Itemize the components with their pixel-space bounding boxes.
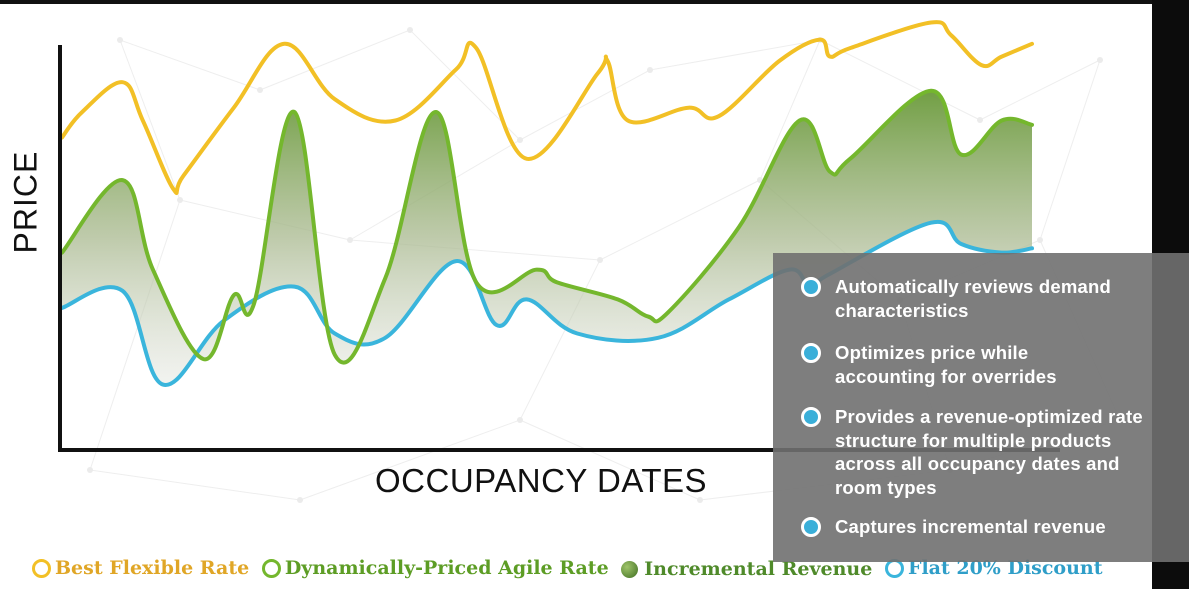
network-node bbox=[257, 87, 263, 93]
feature-bullet: Optimizes price while accounting for ove… bbox=[801, 341, 1057, 388]
network-node bbox=[517, 417, 523, 423]
network-link bbox=[819, 39, 981, 121]
series-line-best-flexible-rate bbox=[60, 20, 1034, 195]
legend-label: Best Flexible Rate bbox=[55, 557, 250, 579]
network-link bbox=[299, 419, 521, 501]
feature-bullet: Provides a revenue-optimized rate struct… bbox=[801, 405, 1143, 499]
network-node bbox=[1037, 237, 1043, 243]
series-line-agile-rate bbox=[60, 88, 1034, 365]
legend-label: Incremental Revenue bbox=[644, 558, 873, 580]
network-node bbox=[1097, 57, 1103, 63]
network-link bbox=[519, 259, 601, 421]
y-axis-label: PRICE bbox=[7, 150, 44, 254]
top-border bbox=[0, 0, 1189, 4]
green-ring-icon bbox=[261, 558, 281, 578]
network-node bbox=[647, 67, 653, 73]
legend-label: Dynamically-Priced Agile Rate bbox=[284, 557, 609, 579]
network-link bbox=[519, 69, 651, 141]
bullet-dot-icon bbox=[801, 343, 821, 363]
network-node bbox=[177, 197, 183, 203]
network-node bbox=[407, 27, 413, 33]
bullet-text: Automatically reviews demand characteris… bbox=[835, 276, 1111, 321]
feature-bullet: Automatically reviews demand characteris… bbox=[801, 275, 1111, 322]
network-link bbox=[759, 39, 821, 181]
bullet-text: Optimizes price while accounting for ove… bbox=[835, 342, 1057, 387]
network-node bbox=[117, 37, 123, 43]
network-link bbox=[119, 39, 261, 91]
network-node bbox=[87, 467, 93, 473]
network-node bbox=[977, 117, 983, 123]
legend-item-agile-rate: Dynamically-Priced Agile Rate bbox=[261, 557, 609, 579]
legend-item-incremental-revenue: Incremental Revenue bbox=[621, 558, 872, 580]
legend-item-best-flexible-rate: Best Flexible Rate bbox=[32, 557, 249, 579]
network-node bbox=[757, 177, 763, 183]
series-lines bbox=[60, 20, 1034, 387]
network-link bbox=[1039, 59, 1101, 241]
network-link bbox=[519, 419, 701, 501]
network-link bbox=[119, 39, 181, 201]
network-node bbox=[697, 497, 703, 503]
bullet-text: Provides a revenue-optimized rate struct… bbox=[835, 406, 1143, 498]
network-node bbox=[517, 137, 523, 143]
price-chart bbox=[58, 20, 1123, 503]
network-node bbox=[297, 497, 303, 503]
network-link bbox=[649, 39, 821, 71]
bullet-dot-icon bbox=[801, 277, 821, 297]
network-node bbox=[597, 257, 603, 263]
incremental-revenue-area bbox=[62, 90, 1032, 385]
network-link bbox=[89, 199, 181, 471]
feature-callout-panel: Automatically reviews demand characteris… bbox=[773, 253, 1189, 562]
feature-bullet: Captures incremental revenue bbox=[801, 515, 1106, 539]
network-link bbox=[89, 469, 301, 501]
network-link bbox=[349, 239, 601, 261]
network-link bbox=[179, 199, 351, 241]
network-link bbox=[979, 59, 1101, 121]
network-link bbox=[259, 29, 411, 91]
yellow-ring-icon bbox=[32, 558, 51, 578]
network-link bbox=[599, 179, 761, 261]
legend: Best Flexible Rate Dynamically-Priced Ag… bbox=[32, 557, 1109, 583]
network-node bbox=[347, 237, 353, 243]
bullet-dot-icon bbox=[801, 517, 821, 537]
bullet-text: Captures incremental revenue bbox=[835, 516, 1106, 537]
bullet-dot-icon bbox=[801, 407, 821, 427]
x-axis-label: OCCUPANCY DATES bbox=[375, 462, 708, 499]
green-dot-icon bbox=[621, 560, 639, 578]
legend-label: Flat 20% Discount bbox=[907, 557, 1103, 579]
